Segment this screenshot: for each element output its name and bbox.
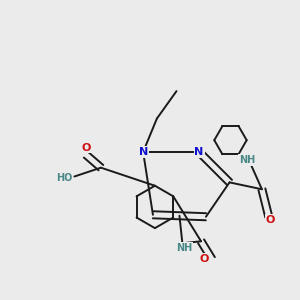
Text: HO: HO bbox=[56, 173, 72, 183]
Text: N: N bbox=[139, 147, 148, 157]
Text: NH: NH bbox=[176, 243, 192, 253]
Text: O: O bbox=[266, 215, 275, 225]
Text: O: O bbox=[200, 254, 209, 264]
Text: N: N bbox=[194, 147, 204, 157]
Text: NH: NH bbox=[239, 155, 255, 165]
Text: O: O bbox=[82, 142, 91, 152]
